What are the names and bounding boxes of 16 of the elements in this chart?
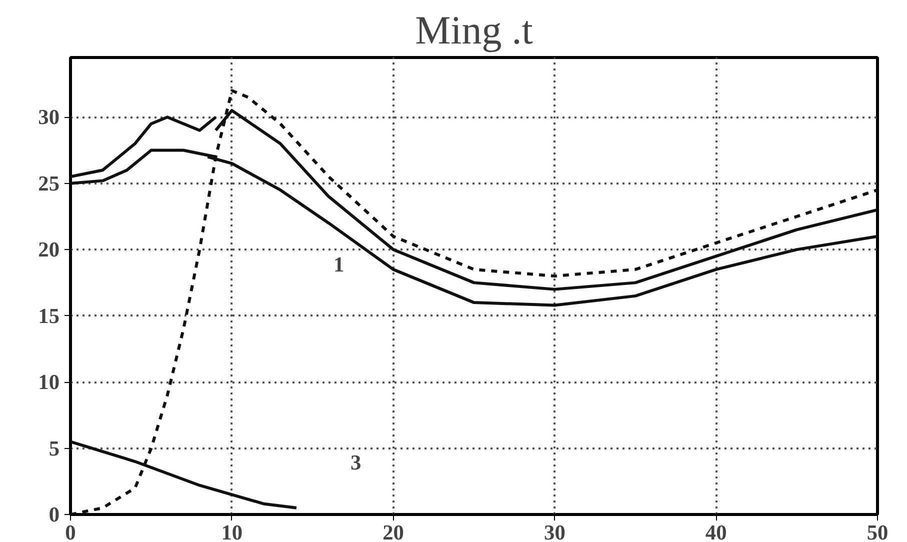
y-tick-label: 15	[38, 304, 60, 328]
y-tick-label: 10	[38, 370, 60, 394]
x-tick-label: 40	[705, 520, 727, 542]
x-tick-label: 50	[866, 520, 888, 542]
y-tick-label: 0	[48, 502, 60, 526]
x-tick-label: 0	[65, 520, 76, 542]
annotation: 1	[334, 252, 344, 276]
chart-title: Ming .t	[415, 8, 533, 52]
annotation: 3	[350, 450, 362, 474]
x-tick-label: 10	[221, 520, 243, 542]
y-tick-label: 20	[38, 238, 60, 262]
y-tick-label: 30	[38, 105, 60, 130]
x-tick-label: 30	[544, 520, 566, 542]
x-tick-label: 20	[382, 520, 404, 542]
y-tick-label: 5	[48, 436, 60, 460]
y-tick-label: 25	[38, 171, 60, 196]
